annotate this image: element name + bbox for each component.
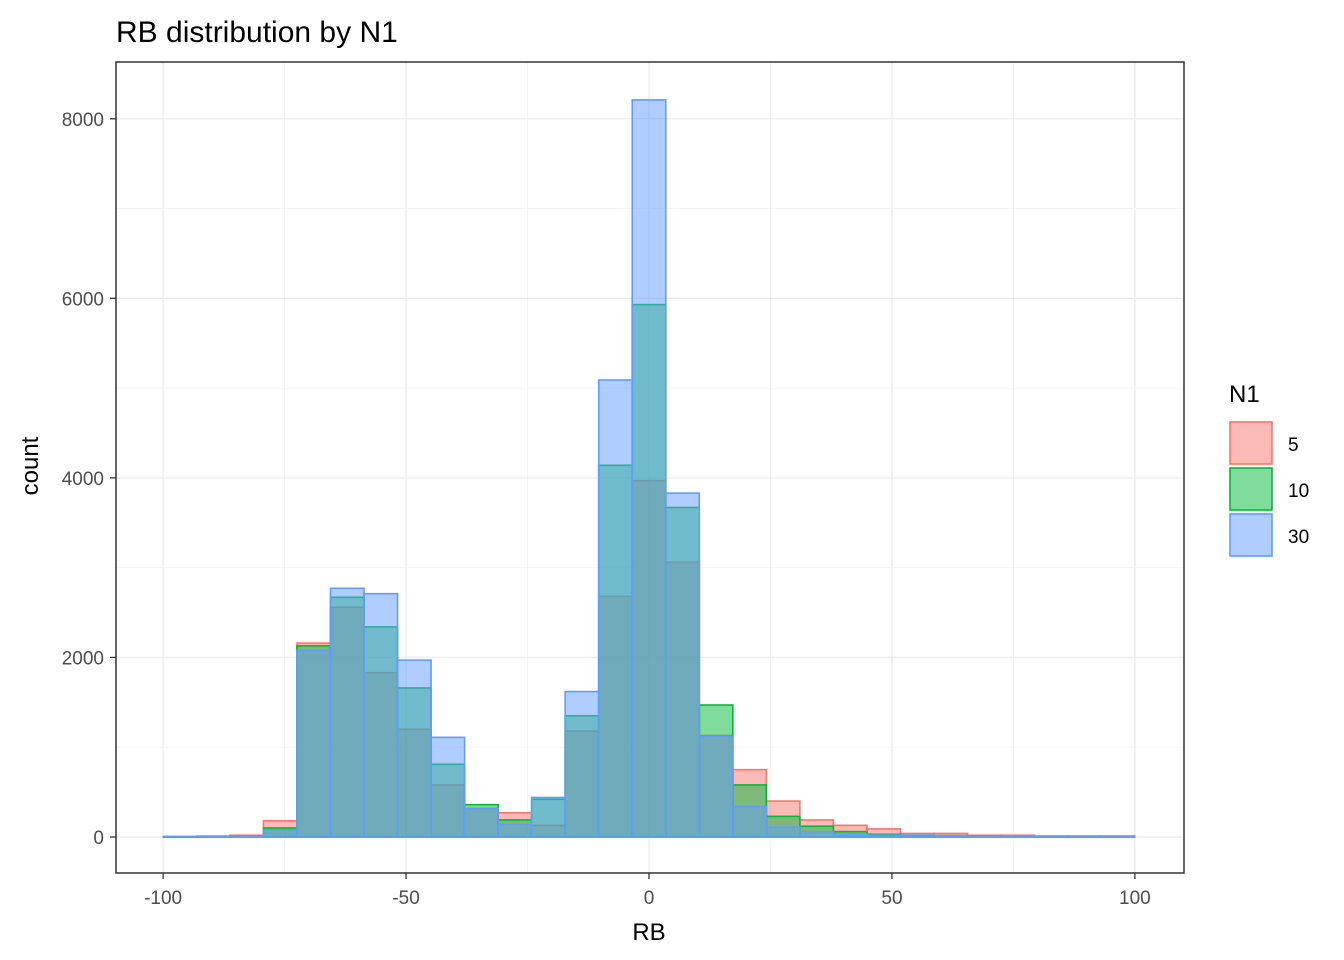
legend-item-30: 30 (1229, 513, 1309, 557)
histogram-bar (1100, 835, 1136, 838)
legend-label: 10 (1288, 481, 1309, 502)
histogram-bar (1033, 835, 1069, 838)
histogram-bar (966, 835, 1002, 838)
histogram-bar (430, 736, 466, 838)
legend: N1 5 10 30 (1229, 381, 1309, 557)
histogram-bar (933, 834, 969, 838)
legend-item-10: 10 (1229, 467, 1309, 511)
histogram-bar (262, 829, 298, 838)
histogram-bar (631, 99, 667, 838)
legend-label: 30 (1288, 527, 1309, 548)
legend-key (1229, 467, 1273, 511)
x-axis-title: RB (632, 919, 665, 946)
y-tick-label: 0 (93, 828, 104, 849)
legend-key (1229, 513, 1273, 557)
histogram-bar (899, 834, 935, 838)
legend-key (1229, 421, 1273, 465)
y-tick-label: 6000 (62, 289, 104, 310)
series-30 (162, 99, 1136, 838)
legend-item-5: 5 (1229, 421, 1299, 465)
histogram-bar (497, 823, 533, 838)
y-tick-label: 4000 (62, 469, 104, 490)
x-tick-label: 0 (644, 888, 655, 909)
chart-title: RB distribution by N1 (116, 16, 398, 49)
histogram-bar (463, 807, 499, 838)
x-tick-label: -100 (144, 888, 182, 909)
histogram-bar (530, 796, 566, 838)
histogram-bar (765, 826, 801, 838)
histogram-bar (396, 659, 432, 838)
histogram-bar (162, 835, 198, 838)
histogram-bar (597, 379, 634, 838)
histogram-bar (196, 835, 232, 838)
x-tick-label: 100 (1119, 888, 1151, 909)
histogram-bar (1000, 835, 1036, 838)
legend-title: N1 (1229, 381, 1260, 408)
histogram-bars (162, 99, 1136, 839)
histogram-bar (1066, 835, 1102, 838)
y-tick-label: 8000 (62, 110, 104, 131)
axes: -100 -50 0 50 100 0 2000 4000 6000 8000 (62, 110, 1151, 909)
y-tick-label: 2000 (62, 648, 104, 669)
panel-border (115, 61, 1185, 874)
x-tick-label: 50 (881, 888, 902, 909)
histogram-bar (363, 592, 399, 838)
y-axis-title: count (17, 436, 44, 495)
histogram-bar (329, 587, 365, 838)
histogram-bar (564, 690, 600, 838)
histogram-bar (664, 492, 701, 838)
histogram-bar (698, 735, 734, 838)
histogram-bar (296, 649, 332, 838)
legend-label: 5 (1288, 435, 1299, 456)
histogram-bar (229, 835, 265, 838)
histogram-bar (866, 834, 902, 838)
histogram-bar (799, 830, 835, 838)
x-tick-label: -50 (392, 888, 419, 909)
legend-items: 5 10 30 (1229, 421, 1309, 557)
histogram-bar (732, 805, 768, 838)
histogram-bar (832, 833, 868, 838)
